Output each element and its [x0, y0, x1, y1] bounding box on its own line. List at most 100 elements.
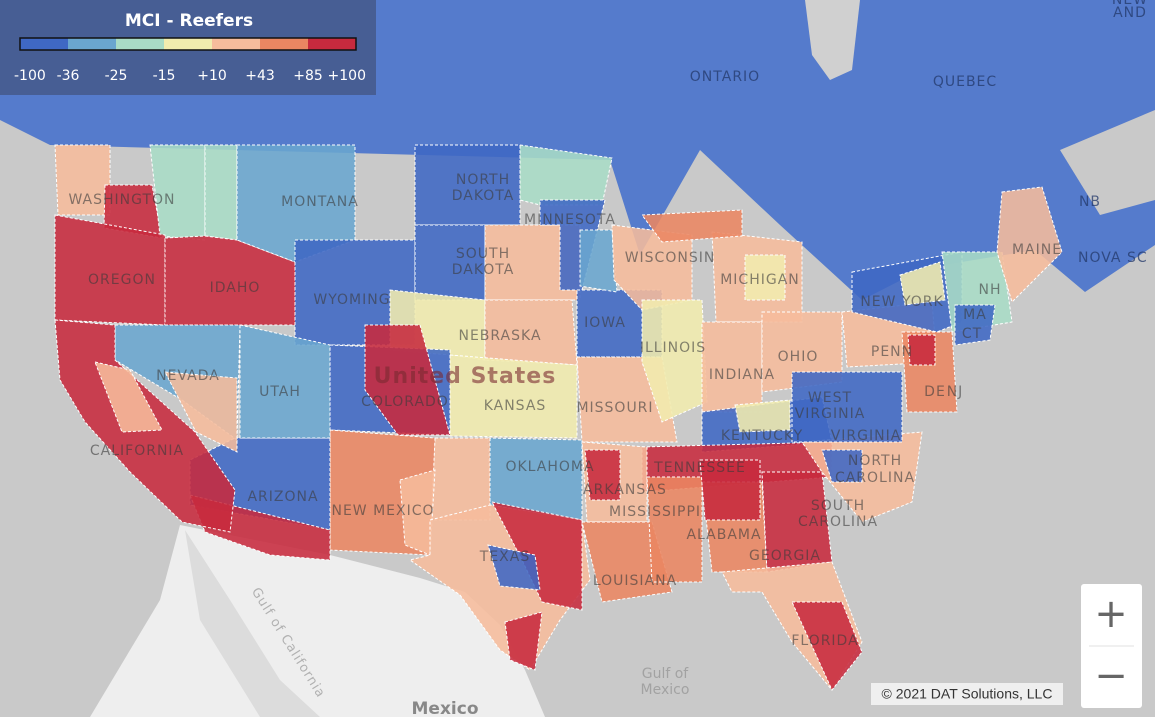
- place-label: OHIO: [778, 349, 819, 365]
- region: [449, 354, 578, 439]
- legend-tick-label: +100: [328, 68, 366, 84]
- hudson-bay: [805, 0, 860, 80]
- region: [907, 334, 936, 366]
- region: [791, 601, 863, 691]
- region: [164, 371, 238, 453]
- place-label: WYOMING: [313, 292, 390, 308]
- place-label: COLORADO: [361, 394, 449, 410]
- place-label: CAROLINA: [798, 514, 878, 530]
- legend-swatch: [116, 38, 164, 50]
- place-label: TENNESSEE: [653, 460, 746, 476]
- place-label: DAKOTA: [452, 262, 515, 278]
- zoom-control: + −: [1081, 584, 1142, 708]
- region: [791, 371, 903, 443]
- legend-swatch: [68, 38, 116, 50]
- place-label: ARIZONA: [247, 489, 318, 505]
- place-label: CT: [962, 326, 982, 342]
- place-label: NEVADA: [156, 368, 220, 384]
- region: [491, 501, 583, 611]
- region: [364, 324, 451, 436]
- place-label: NEW MEXICO: [331, 503, 434, 519]
- place-label: UTAH: [259, 384, 301, 400]
- water-label: Mexico: [641, 682, 690, 698]
- gulf-st-lawrence: [1060, 110, 1155, 215]
- country-label: United States: [374, 364, 557, 389]
- region: [699, 459, 761, 521]
- region: [487, 437, 583, 521]
- region: [236, 144, 356, 263]
- place-label: DAKOTA: [452, 188, 515, 204]
- place-label: SOUTH: [456, 246, 510, 262]
- region: [584, 449, 621, 501]
- region: [641, 299, 708, 423]
- region: [899, 261, 946, 306]
- region: [821, 449, 863, 483]
- legend-tick-label: -15: [153, 68, 176, 84]
- region: [94, 361, 163, 433]
- legend-swatch: [164, 38, 212, 50]
- place-label: CAROLINA: [835, 470, 915, 486]
- place-label: NEW YORK: [860, 294, 943, 310]
- legend-outline: [19, 37, 357, 51]
- place-label: KENTUCKY: [721, 428, 803, 444]
- place-label: KANSAS: [484, 398, 547, 414]
- zoom-in-button[interactable]: +: [1094, 591, 1128, 637]
- legend-swatch: [212, 38, 260, 50]
- place-label: AND: [1113, 5, 1147, 21]
- place-label: LOUISIANA: [593, 573, 677, 589]
- place-label: ILLINOIS: [640, 340, 706, 356]
- place-label: ARKANSAS: [583, 482, 667, 498]
- place-label: VIRGINIA: [831, 428, 902, 444]
- place-label: WASHINGTON: [68, 192, 175, 208]
- place-label: CALIFORNIA: [90, 443, 184, 459]
- place-label: OREGON: [88, 272, 156, 288]
- place-label: QUEBEC: [933, 74, 997, 90]
- region: [646, 476, 703, 583]
- legend-tick-label: -25: [105, 68, 128, 84]
- legend-tick-label: +10: [197, 68, 227, 84]
- place-label: GEORGIA: [749, 548, 821, 564]
- region: [581, 521, 673, 603]
- place-label: IDAHO: [210, 280, 261, 296]
- place-label: NEW: [1112, 0, 1148, 8]
- copyright: © 2021 DAT Solutions, LLC: [882, 686, 1053, 702]
- place-label: WEST: [808, 390, 852, 406]
- place-label: NORTH: [848, 453, 902, 469]
- region: [734, 399, 791, 433]
- country-label: Mexico: [412, 699, 479, 717]
- place-label: DE: [924, 384, 946, 400]
- legend-swatch: [308, 38, 356, 50]
- place-label: NH: [979, 282, 1002, 298]
- legend: MCI - Reefers -100 -36 -25 -15 +10 +43 +85 +100: [0, 0, 376, 95]
- place-label: MINNESOTA: [524, 212, 616, 228]
- region: [204, 144, 238, 241]
- place-label: MISSOURI: [576, 400, 653, 416]
- place-label: MA: [963, 307, 987, 323]
- place-label: NJ: [947, 384, 964, 400]
- place-label: MICHIGAN: [720, 272, 800, 288]
- region: [996, 186, 1063, 303]
- place-label: WISCONSIN: [625, 250, 716, 266]
- legend-swatch: [260, 38, 308, 50]
- legend-swatch: [20, 38, 68, 50]
- place-label: MAINE: [1012, 242, 1062, 258]
- place-label: MISSISSIPPI: [609, 504, 701, 520]
- legend-tick-label: -36: [57, 68, 80, 84]
- place-label: OKLAHOMA: [505, 459, 594, 475]
- place-label: ALABAMA: [686, 527, 761, 543]
- region: [954, 304, 996, 346]
- legend-tick-label: -100: [14, 68, 46, 84]
- region: [744, 254, 786, 301]
- zoom-out-button[interactable]: −: [1094, 653, 1128, 699]
- region: [487, 544, 541, 591]
- place-label: IOWA: [584, 315, 626, 331]
- water-label: Gulf of: [642, 666, 690, 682]
- place-label: NORTH: [456, 172, 510, 188]
- copyright-background: [871, 683, 1063, 705]
- gulf: [185, 530, 320, 717]
- place-label: ONTARIO: [690, 69, 760, 85]
- place-label: TEXAS: [479, 549, 530, 565]
- region: [239, 324, 331, 439]
